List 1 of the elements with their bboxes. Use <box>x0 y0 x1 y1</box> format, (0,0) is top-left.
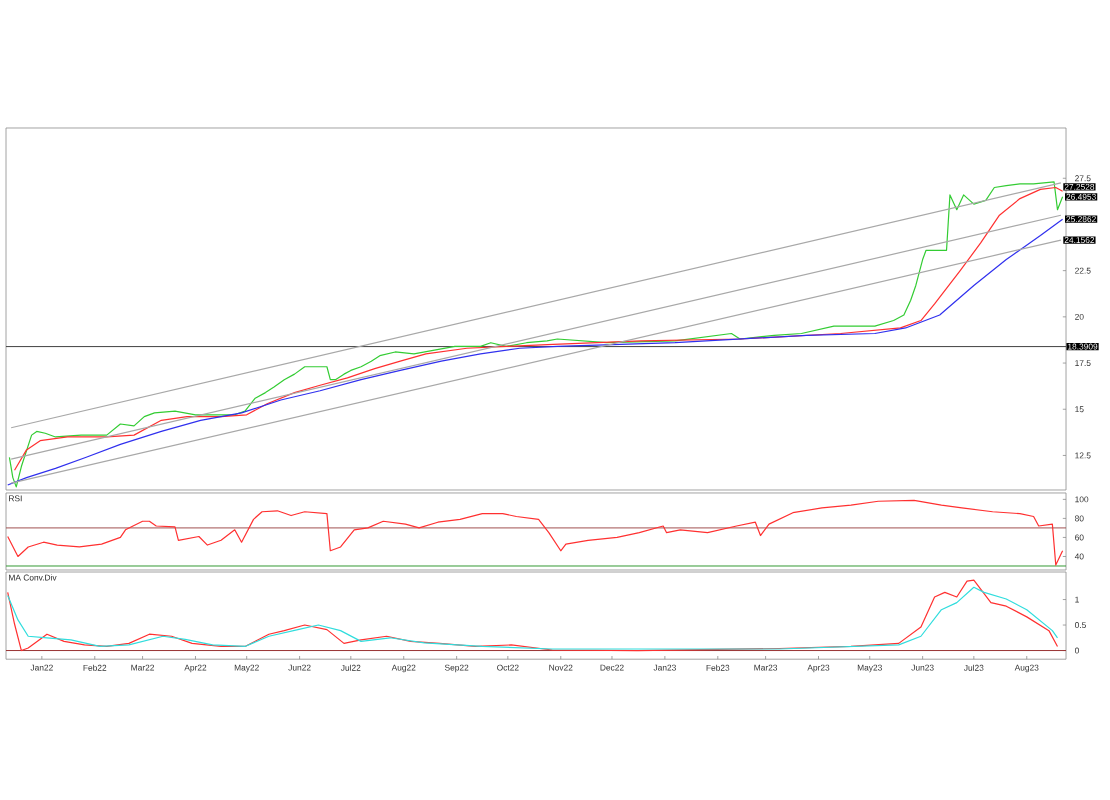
line-series <box>7 499 1064 566</box>
